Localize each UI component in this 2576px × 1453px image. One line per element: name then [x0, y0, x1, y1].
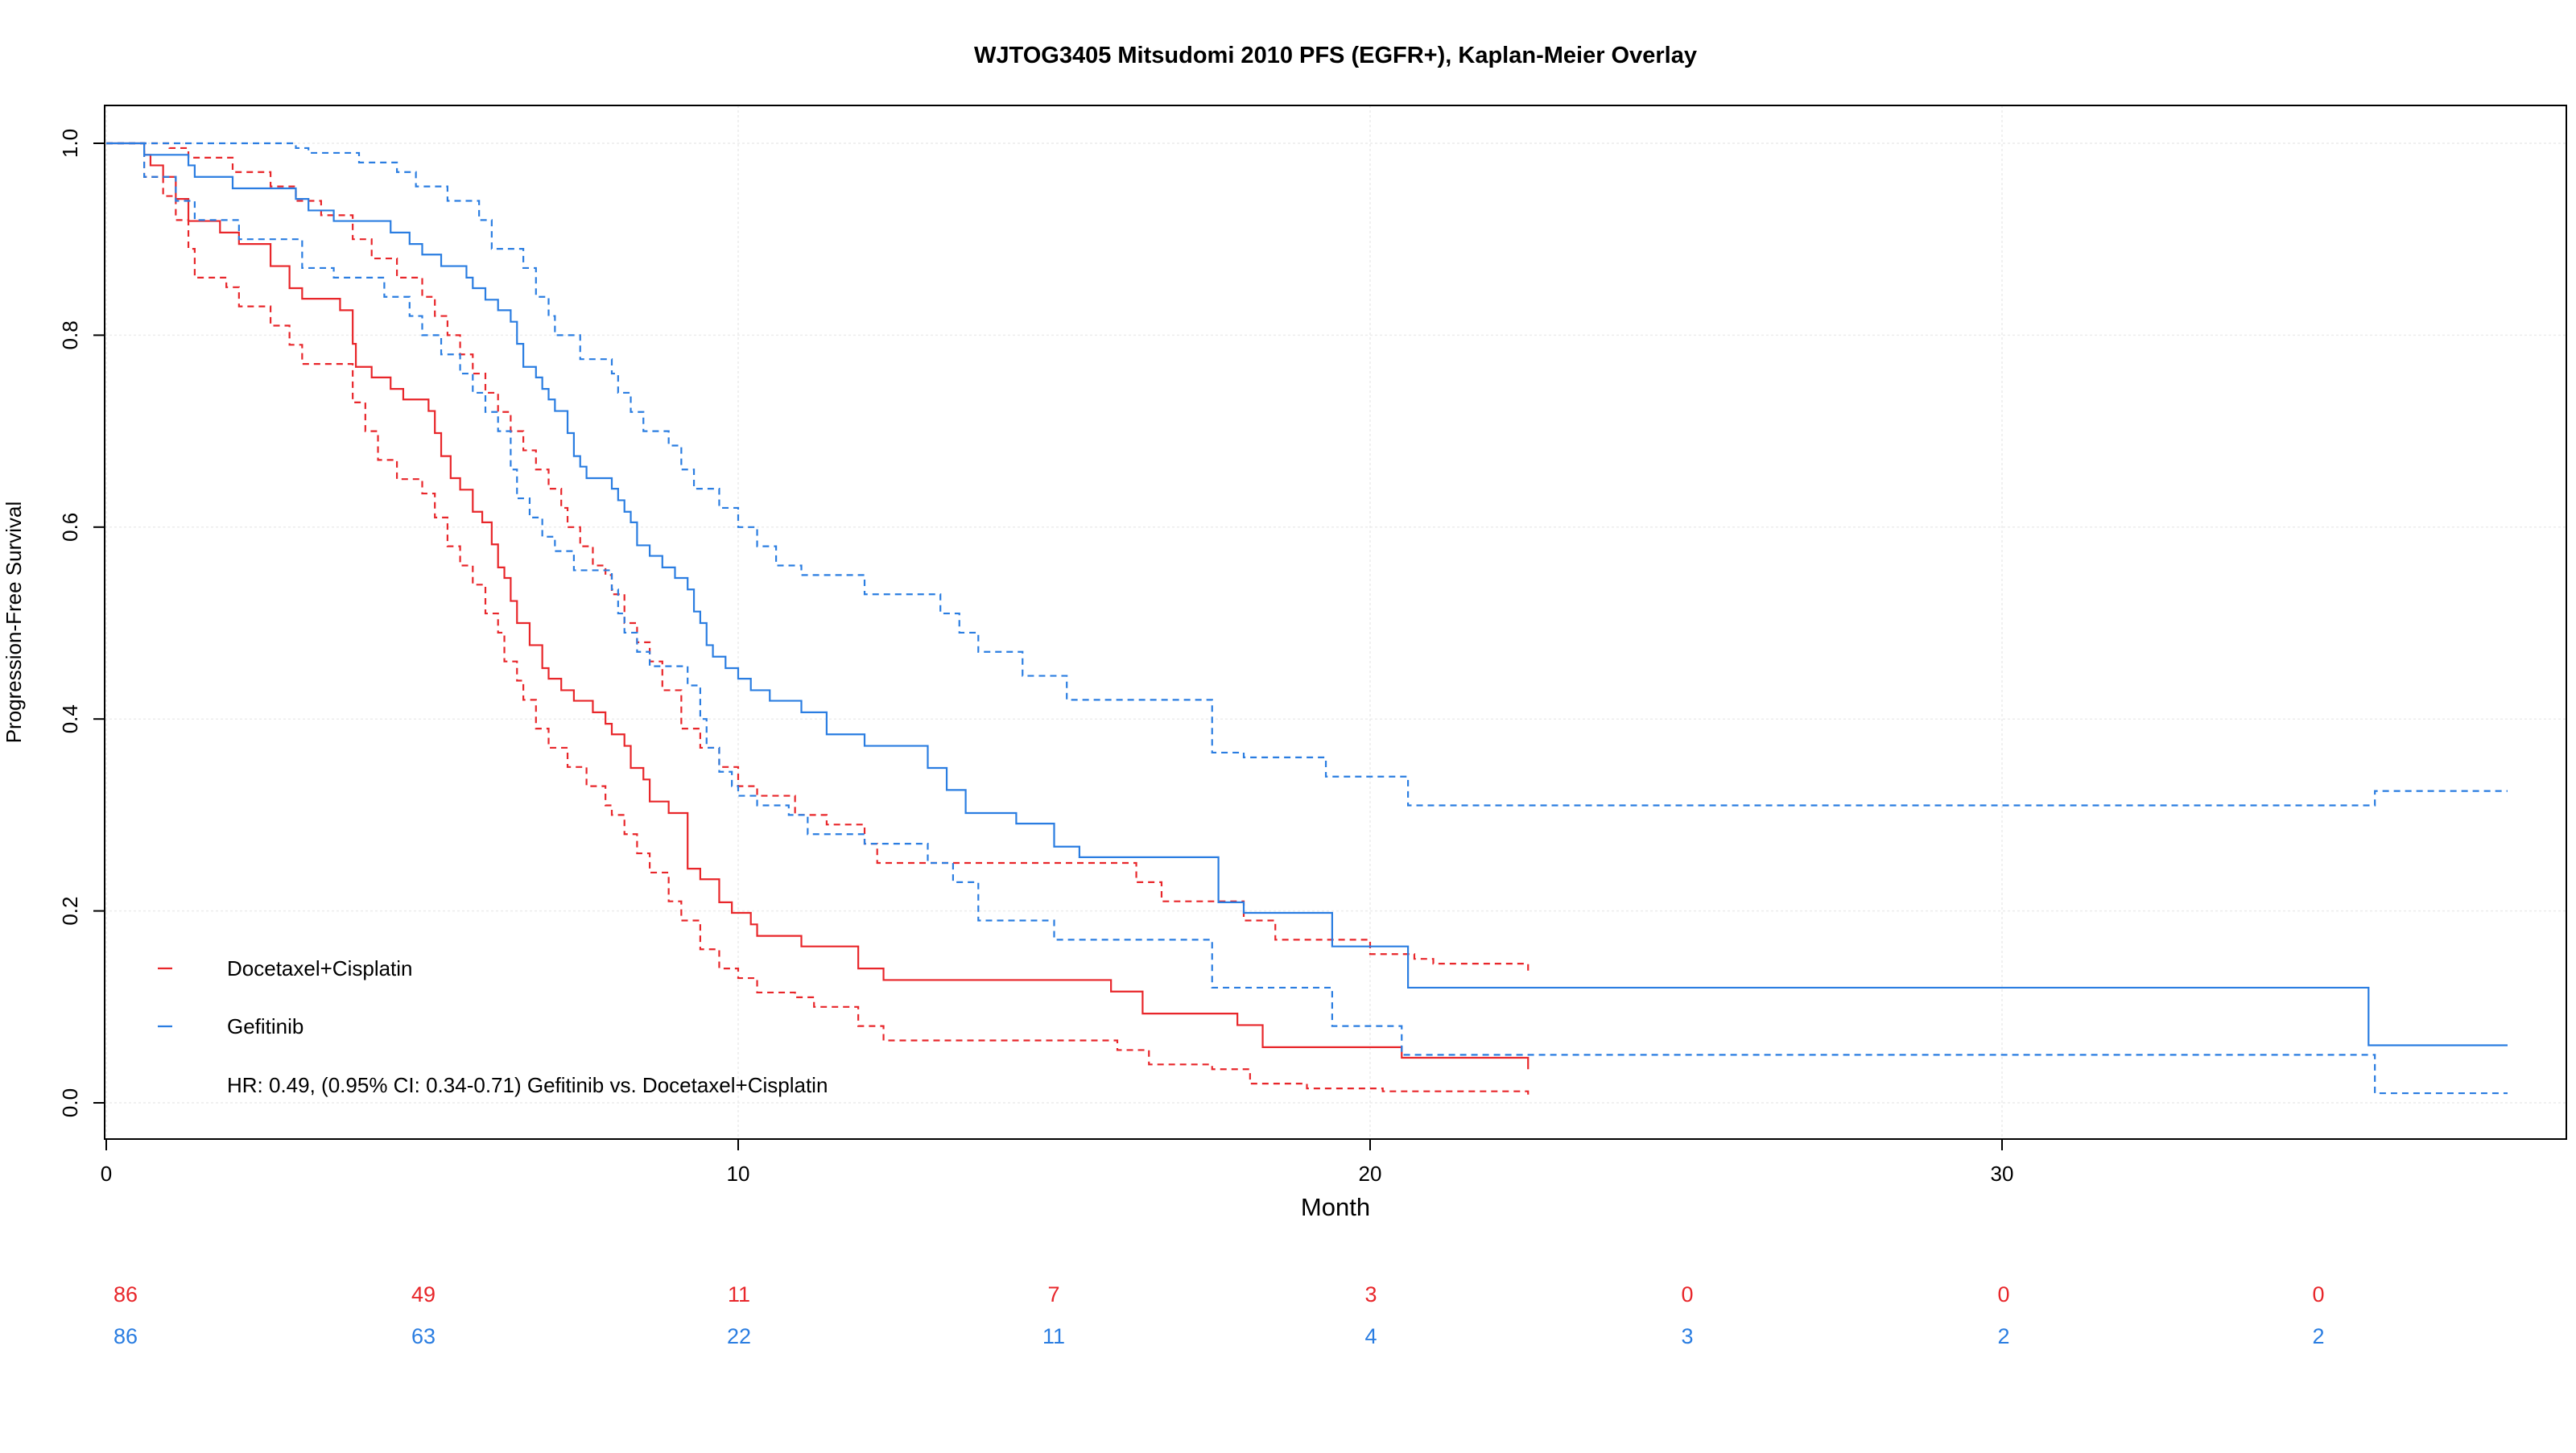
legend-label-0: Docetaxel+Cisplatin: [227, 956, 413, 980]
risk-count-r0-c5: 0: [1681, 1282, 1693, 1306]
legend-label-1: Gefitinib: [227, 1014, 303, 1038]
series-layer: [106, 142, 2508, 1096]
y-tick-label-5: 1.0: [58, 129, 82, 158]
series-line-1: [106, 142, 1530, 974]
series-line-3: [106, 142, 2508, 1046]
series-line-5: [106, 142, 2508, 1095]
risk-count-r1-c6: 2: [1997, 1324, 2009, 1348]
y-tick-label-1: 0.2: [58, 897, 82, 926]
risk-table: 86 49 11 7 3 0 0 086 63 22 11 4 3 2 2: [114, 1282, 2325, 1348]
plot-frame: [104, 105, 2567, 1140]
series-line-2: [106, 142, 1530, 1096]
risk-count-r0-c2: 11: [728, 1282, 750, 1306]
risk-count-r0-c4: 3: [1364, 1282, 1377, 1306]
y-tick-label-0: 0.0: [58, 1088, 82, 1117]
risk-count-r0-c3: 7: [1047, 1282, 1059, 1306]
series-line-4: [106, 142, 2508, 807]
risk-count-r1-c2: 22: [727, 1324, 751, 1348]
x-axis-label: Month: [1301, 1193, 1370, 1221]
series-line-0: [106, 142, 1530, 1070]
risk-count-r0-c7: 0: [2312, 1282, 2324, 1306]
x-tick-label-2: 20: [1359, 1162, 1382, 1186]
chart-title: WJTOG3405 Mitsudomi 2010 PFS (EGFR+), Ka…: [974, 43, 1697, 68]
risk-count-r1-c3: 11: [1042, 1324, 1065, 1348]
risk-count-r0-c0: 86: [114, 1282, 138, 1306]
x-tick-label-0: 0: [101, 1162, 112, 1186]
legend: Docetaxel+Cisplatin Gefitinib: [158, 956, 413, 1038]
risk-count-r0-c6: 0: [1997, 1282, 2009, 1306]
axis-layer: 0 10 20 30 0.0 0.2 0.4 0.6 0.8 1.0: [58, 129, 2013, 1186]
grid-layer: [105, 105, 2566, 1139]
risk-count-r1-c0: 86: [114, 1324, 138, 1348]
x-tick-label-3: 30: [1991, 1162, 2014, 1186]
y-axis-label: Progression-Free Survival: [2, 502, 26, 744]
risk-count-r1-c1: 63: [411, 1324, 436, 1348]
y-tick-label-2: 0.4: [58, 704, 82, 733]
y-tick-label-3: 0.6: [58, 513, 82, 542]
y-tick-label-4: 0.8: [58, 320, 82, 349]
risk-count-r1-c4: 4: [1364, 1324, 1377, 1348]
x-tick-label-1: 10: [727, 1162, 750, 1186]
hr-annotation: HR: 0.49, (0.95% CI: 0.34-0.71) Gefitini…: [227, 1073, 828, 1097]
risk-count-r1-c5: 3: [1681, 1324, 1693, 1348]
risk-count-r1-c7: 2: [2312, 1324, 2324, 1348]
risk-count-r0-c1: 49: [411, 1282, 436, 1306]
